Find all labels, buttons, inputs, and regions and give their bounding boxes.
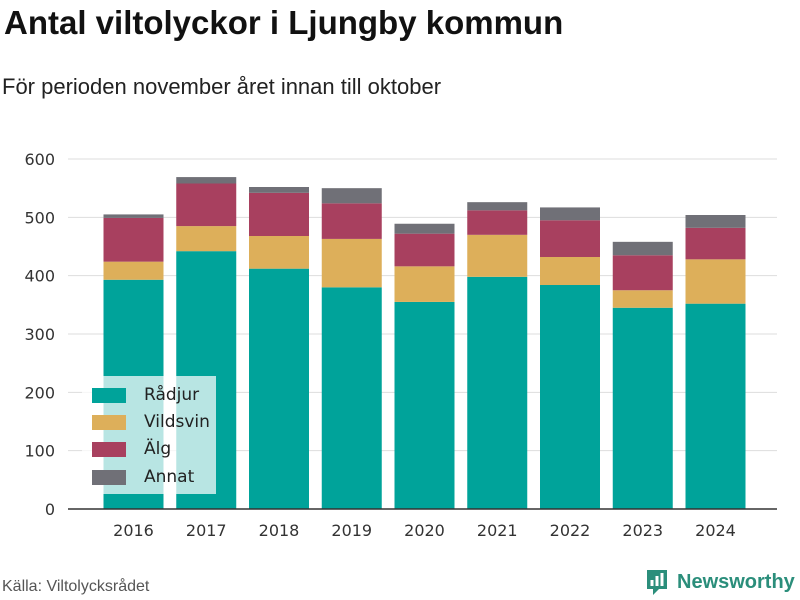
bar-annat-2021 (467, 202, 528, 211)
bar-rdjur-2023 (612, 307, 673, 509)
bar-vildsvin-2017 (176, 226, 237, 252)
legend: Rådjur Vildsvin Älg Annat (82, 376, 216, 494)
bar-lg-2018 (249, 192, 309, 236)
bar-lg-2022 (540, 220, 600, 257)
x-tick-label: 2017 (186, 521, 227, 540)
bar-vildsvin-2018 (249, 236, 309, 269)
x-tick-label: 2022 (550, 521, 591, 540)
bar-vildsvin-2024 (685, 259, 746, 304)
legend-label-radjur: Rådjur (144, 385, 200, 405)
newsworthy-logo-text: Newsworthy (677, 570, 795, 593)
bar-lg-2023 (612, 255, 673, 291)
bar-annat-2016 (103, 214, 164, 218)
x-tick-label: 2019 (331, 521, 372, 540)
axes: 0 100 200 300 400 500 600 2016 2017 2018 2019 2020 2… (24, 150, 777, 540)
newsworthy-logo-icon (647, 570, 667, 595)
bar-rdjur-2018 (249, 268, 309, 509)
bar-vildsvin-2021 (467, 234, 528, 277)
bar-annat-2017 (176, 177, 237, 184)
bar-lg-2021 (467, 210, 528, 235)
bar-annat-2023 (612, 241, 673, 256)
bar-rdjur-2022 (540, 285, 600, 509)
bar-rdjur-2021 (467, 276, 528, 509)
bar-vildsvin-2019 (321, 238, 382, 288)
y-tick-label: 200 (24, 383, 55, 402)
chart-subtitle: För perioden november året innan till ok… (2, 74, 442, 99)
y-tick-label: 400 (24, 267, 55, 286)
legend-swatch-annat (92, 469, 126, 485)
bar-vildsvin-2020 (394, 266, 455, 302)
bar-lg-2020 (394, 233, 455, 267)
bar-lg-2017 (176, 183, 237, 227)
x-tick-label: 2018 (259, 521, 300, 540)
legend-item-radjur: Rådjur (92, 384, 199, 406)
bar-annat-2018 (249, 187, 309, 193)
bar-annat-2022 (540, 207, 600, 221)
legend-item-vildsvin: Vildsvin (92, 411, 210, 433)
y-tick-label: 600 (24, 150, 55, 169)
bar-annat-2019 (321, 188, 382, 204)
y-tick-label: 500 (24, 208, 55, 227)
source-note: Källa: Viltolycksrådet (2, 578, 150, 595)
legend-item-alg: Älg (92, 438, 171, 460)
bar-vildsvin-2016 (103, 261, 164, 280)
bar-rdjur-2024 (685, 303, 746, 509)
bar-lg-2024 (685, 227, 746, 260)
bar-lg-2019 (321, 203, 382, 239)
newsworthy-logo[interactable]: Newsworthy (645, 568, 795, 596)
x-tick-label: 2020 (404, 521, 445, 540)
bar-lg-2016 (103, 217, 164, 262)
y-tick-label: 0 (45, 500, 55, 519)
bar-rdjur-2019 (321, 287, 382, 509)
legend-label-annat: Annat (144, 467, 195, 487)
legend-label-alg: Älg (144, 439, 172, 459)
y-tick-label: 100 (24, 442, 55, 461)
bar-annat-2020 (394, 223, 455, 234)
bar-vildsvin-2023 (612, 290, 673, 308)
x-tick-label: 2024 (695, 521, 736, 540)
legend-swatch-radjur (92, 387, 126, 403)
y-tick-label: 300 (24, 325, 55, 344)
legend-item-annat: Annat (92, 466, 194, 488)
legend-swatch-vildsvin (92, 414, 126, 430)
x-tick-label: 2023 (622, 521, 663, 540)
bar-vildsvin-2022 (540, 257, 600, 285)
bar-rdjur-2020 (394, 301, 455, 509)
bar-annat-2024 (685, 215, 746, 228)
legend-label-vildsvin: Vildsvin (144, 412, 210, 432)
x-tick-label: 2021 (477, 521, 518, 540)
legend-swatch-alg (92, 441, 126, 457)
x-tick-label: 2016 (113, 521, 154, 540)
chart-title: Antal viltolyckor i Ljungby kommun (4, 4, 564, 41)
